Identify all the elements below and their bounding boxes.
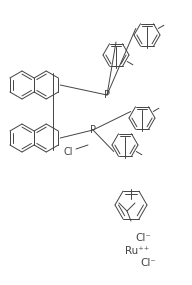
Text: Cl⁻: Cl⁻ <box>140 258 156 268</box>
Text: P: P <box>104 90 110 100</box>
Text: Ru⁺⁺: Ru⁺⁺ <box>125 246 149 256</box>
Text: Cl⁻: Cl⁻ <box>135 233 151 243</box>
Text: Cl: Cl <box>63 147 73 157</box>
Text: P: P <box>90 125 96 135</box>
